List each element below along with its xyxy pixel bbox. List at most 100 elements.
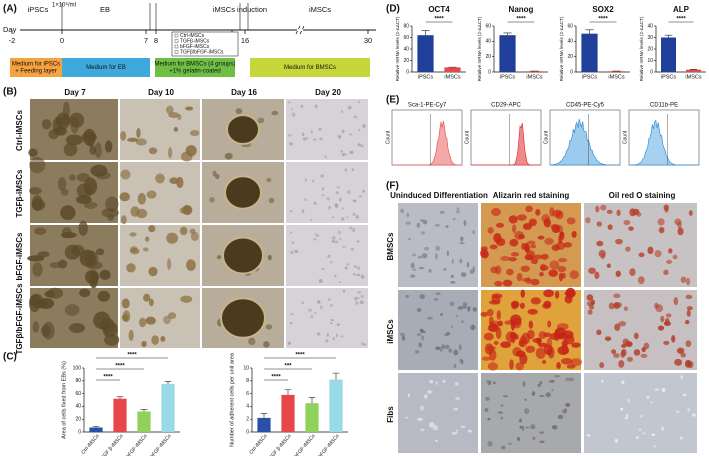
cell-cluster [271,110,279,116]
column-header: Day 7 [64,88,86,97]
cell-cluster [290,250,294,255]
x-tick-label: bFGF-iMSCs [293,433,317,456]
cell-cluster [130,246,138,253]
error-bar [421,30,430,36]
cell-cluster [334,274,337,278]
cell-cluster [325,338,329,343]
embryoid-body [220,297,266,339]
cell-cluster [166,232,179,244]
x-tick-label: iPSCs [500,74,516,80]
cell-cluster [519,425,524,429]
cell-cluster [356,273,361,277]
cell-cluster [519,302,525,309]
cell-cluster [621,380,625,385]
cell-cluster [661,426,664,431]
cell-cluster [540,253,549,260]
cell-cluster [340,217,345,221]
cell-cluster [341,207,344,210]
stage-label: iPSCs [28,5,49,14]
cell-cluster [432,425,439,431]
cell-cluster [32,262,43,277]
cell-cluster [455,210,461,214]
y-axis-label: Count [622,130,628,144]
y-tick-label: 10 [243,365,249,371]
cell-cluster [484,407,489,413]
cell-cluster [68,323,85,333]
cell-cluster [351,228,356,232]
significance-label: **** [127,353,137,359]
cell-cluster [685,320,690,325]
cell-cluster [339,197,342,202]
y-tick-label: 0 [246,429,249,435]
cell-cluster [189,130,200,137]
cell-cluster [676,347,685,354]
cell-cluster [416,417,423,421]
bar [161,384,175,432]
cell-cluster [212,170,217,177]
cell-cluster [564,408,567,413]
cell-cluster [588,267,596,274]
cell-cluster [462,304,468,309]
cell-cluster [541,214,551,223]
cell-cluster [549,207,555,217]
cell-cluster [684,359,692,368]
cell-cluster [557,414,564,420]
cell-cluster [654,302,659,309]
group-checkbox [174,50,179,54]
cell-cluster [301,301,304,305]
cell-cluster [441,344,446,350]
cell-cluster [340,150,343,153]
cell-cluster [535,347,546,359]
cell-cluster [516,272,523,282]
cell-cluster [327,297,331,302]
y-tick-label: 60 [75,391,81,397]
cell-cluster [489,244,498,250]
cell-cluster [535,208,541,216]
cell-cluster [500,404,504,407]
cell-cluster [313,201,317,205]
cell-cluster [614,302,623,308]
cell-cluster [324,155,327,159]
cell-cluster [488,323,498,332]
cell-cluster [419,294,425,299]
cell-cluster [416,307,422,313]
group-name: Ctrl-iMSCs [180,33,205,39]
cell-cluster [121,298,130,309]
cell-cluster [346,190,351,194]
cell-cluster [314,311,317,315]
cell-cluster [216,255,222,260]
cell-cluster [538,331,547,339]
cell-cluster [657,218,665,226]
cell-cluster [30,293,44,309]
cell-cluster [445,225,449,229]
cell-cluster [446,250,450,257]
y-tick-label: 40 [647,23,653,29]
bar [444,67,461,72]
cell-cluster [640,414,643,418]
cell-cluster [350,247,355,251]
cell-cluster [570,358,583,366]
cell-cluster [141,341,147,348]
cell-cluster [614,438,618,443]
y-axis-label: Number of adherent cells per unit area [229,352,235,447]
cell-cluster [608,302,615,310]
cell-cluster [459,258,463,264]
cell-cluster [586,294,594,301]
cell-cluster [613,293,621,299]
y-tick-label: 40 [485,39,491,45]
significance-label: *** [284,364,292,370]
cell-cluster [417,255,422,259]
cell-cluster [64,244,81,260]
cell-cluster [515,362,524,371]
cell-cluster [151,335,159,345]
cell-cluster [257,117,265,124]
cell-cluster [663,269,669,276]
bar [661,37,676,72]
cell-cluster [543,300,552,308]
x-tick-label: iMSCs [608,74,624,80]
cell-cluster [62,101,70,120]
cell-cluster [317,300,321,304]
significance-label: **** [295,353,305,359]
cell-cluster [96,171,111,180]
bar [329,379,343,432]
